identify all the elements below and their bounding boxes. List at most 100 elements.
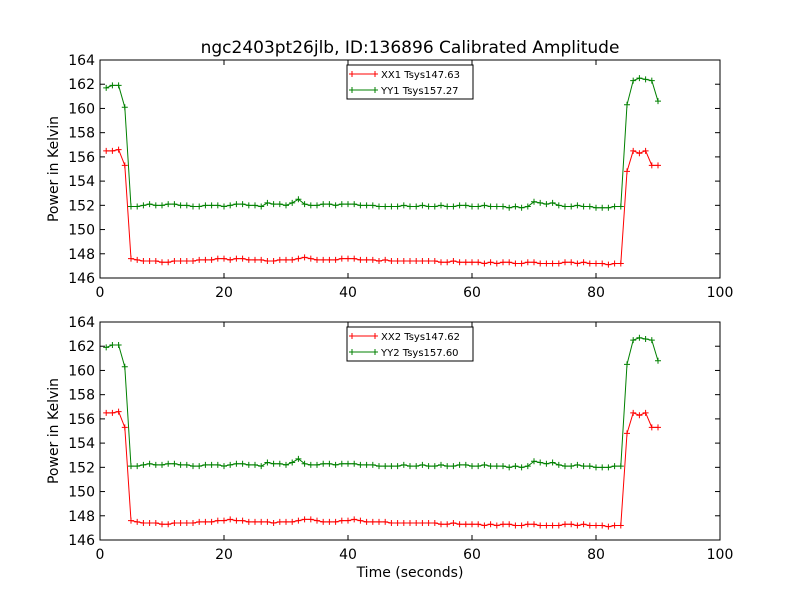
data-point: [183, 202, 190, 209]
data-point: [462, 461, 469, 468]
data-point: [481, 202, 488, 209]
data-point: [413, 203, 420, 210]
data-point: [624, 168, 630, 175]
y-tick-label: 162: [68, 339, 95, 355]
data-point: [555, 260, 562, 267]
data-point: [214, 461, 221, 468]
data-point: [568, 203, 575, 210]
data-point: [580, 463, 587, 470]
data-point: [369, 518, 376, 525]
data-point: [562, 203, 568, 210]
data-point: [171, 258, 178, 265]
data-point: [276, 460, 283, 467]
data-point: [103, 344, 110, 351]
data-point: [605, 523, 612, 530]
legend-box: [346, 64, 474, 100]
y-tick-label: 150: [68, 223, 95, 239]
data-point: [574, 260, 581, 267]
data-point: [574, 522, 581, 529]
data-point: [357, 517, 364, 524]
data-point: [599, 204, 606, 211]
data-point: [413, 520, 420, 527]
data-point: [295, 255, 302, 262]
legend: XX2 Tsys147.62 YY2 Tsys157.60: [346, 326, 474, 362]
data-point: [642, 76, 649, 83]
data-point: [487, 521, 494, 528]
data-point: [109, 342, 116, 349]
data-point: [177, 258, 184, 265]
plot-frame: [99, 59, 721, 279]
data-point: [537, 459, 544, 466]
data-point: [177, 202, 184, 209]
data-point: [369, 256, 376, 263]
bottom-panel: 0 20 40 60 80 100 146 148 150 152 154 156 158 160 162 1…: [46, 315, 733, 581]
data-point: [493, 522, 500, 529]
data-point: [338, 201, 345, 208]
data-point: [196, 203, 203, 210]
data-point: [630, 337, 637, 344]
data-point: [152, 520, 159, 527]
data-point: [524, 203, 531, 210]
data-point: [295, 196, 302, 203]
legend-swatch-marker: [349, 87, 355, 93]
data-point: [190, 520, 196, 527]
legend-swatch-marker: [372, 333, 378, 339]
data-point: [555, 522, 562, 529]
data-point: [487, 463, 494, 470]
data-point: [264, 258, 271, 265]
data-point: [307, 461, 314, 468]
data-point: [648, 337, 655, 344]
data-point: [425, 463, 432, 470]
data-point: [307, 255, 314, 262]
data-point: [301, 460, 308, 467]
y-tick-label: 154: [68, 436, 95, 452]
data-point: [295, 517, 302, 524]
data-point: [369, 202, 376, 209]
data-point: [611, 203, 618, 210]
data-point: [506, 464, 513, 471]
data-point: [531, 259, 537, 266]
y-tick-label: 162: [68, 77, 95, 93]
data-point: [109, 147, 116, 154]
data-point: [128, 255, 134, 262]
data-point: [159, 259, 165, 266]
data-point: [617, 260, 624, 267]
data-point: [611, 463, 618, 470]
data-point: [655, 424, 661, 431]
data-point: [493, 463, 500, 470]
data-point: [580, 203, 587, 210]
data-point: [388, 520, 395, 527]
data-point: [388, 203, 395, 210]
data-point: [419, 258, 426, 265]
data-point: [599, 522, 606, 529]
data-point: [413, 258, 420, 265]
data-point: [419, 461, 426, 468]
data-point: [165, 259, 172, 266]
data-point: [456, 202, 463, 209]
data-point: [221, 255, 227, 262]
data-point: [450, 520, 457, 527]
data-point: [518, 522, 525, 529]
data-point: [351, 516, 358, 523]
y-tick-label: 160: [68, 363, 95, 379]
data-point: [407, 258, 413, 265]
y-tick-label: 164: [68, 315, 95, 331]
plot-frame: [99, 321, 721, 541]
data-point: [512, 522, 519, 529]
data-point: [555, 202, 562, 209]
data-point: [264, 518, 271, 525]
data-point: [258, 203, 265, 210]
x-tick-label: 100: [707, 285, 734, 301]
data-point: [469, 463, 475, 470]
data-point: [121, 424, 128, 431]
data-point: [183, 461, 190, 468]
data-point: [531, 458, 537, 465]
data-point: [518, 204, 525, 211]
data-point: [593, 522, 599, 529]
data-point: [450, 463, 457, 470]
x-tick-label: 0: [96, 547, 105, 563]
data-point: [196, 518, 203, 525]
data-point: [500, 521, 506, 528]
data-point: [202, 518, 209, 525]
